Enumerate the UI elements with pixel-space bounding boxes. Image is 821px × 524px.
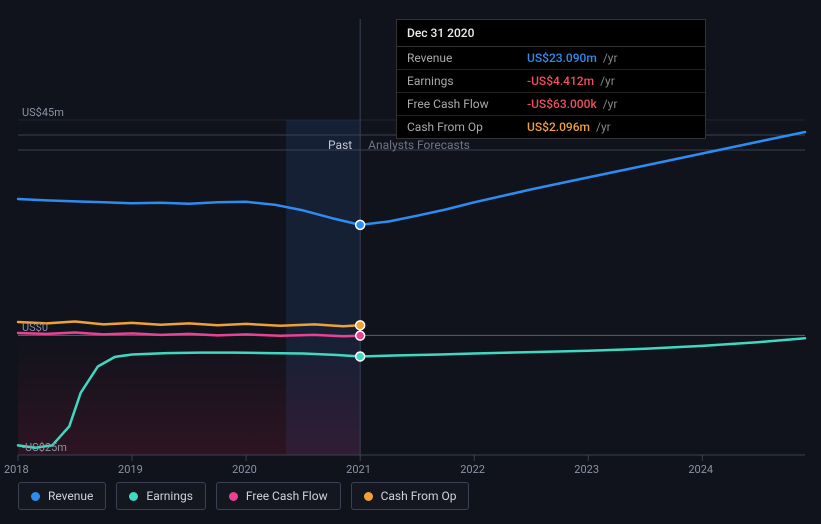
legend-item[interactable]: Free Cash Flow <box>216 482 341 510</box>
section-label-past: Past <box>328 138 352 152</box>
x-axis-label: 2018 <box>4 463 29 476</box>
legend-dot-icon <box>129 492 138 501</box>
chart-legend: Revenue Earnings Free Cash Flow Cash From O… <box>18 482 469 510</box>
legend-item-label: Cash From Op <box>381 489 457 503</box>
tooltip-row-unit: /yr <box>603 51 618 65</box>
legend-item-label: Free Cash Flow <box>246 489 328 503</box>
x-axis-label: 2019 <box>118 463 143 476</box>
legend-item-label: Earnings <box>146 489 193 503</box>
tooltip-row-unit: /yr <box>596 120 611 134</box>
tooltip-row: Earnings-US$4.412m/yr <box>397 70 705 93</box>
y-axis-label: US$45m <box>22 106 64 119</box>
legend-dot-icon <box>229 492 238 501</box>
legend-item-label: Revenue <box>48 489 93 503</box>
x-axis-label: 2022 <box>460 463 485 476</box>
legend-item[interactable]: Earnings <box>116 482 206 510</box>
chart-tooltip: Dec 31 2020 RevenueUS$23.090m/yrEarnings… <box>396 19 706 139</box>
tooltip-row-label: Earnings <box>407 74 527 88</box>
tooltip-row-unit: /yr <box>600 74 615 88</box>
financials-chart: US$45m US$0 -US$25m Past Analysts Foreca… <box>0 0 821 524</box>
x-axis-label: 2021 <box>346 463 371 476</box>
section-label-forecasts: Analysts Forecasts <box>368 138 470 152</box>
tooltip-row-label: Revenue <box>407 51 527 65</box>
x-axis-label: 2020 <box>232 463 257 476</box>
legend-item[interactable]: Revenue <box>18 482 106 510</box>
x-axis-label: 2024 <box>688 463 713 476</box>
tooltip-row: RevenueUS$23.090m/yr <box>397 47 705 70</box>
tooltip-row-value: -US$63.000k <box>527 97 597 111</box>
tooltip-row: Free Cash Flow-US$63.000k/yr <box>397 93 705 116</box>
legend-item[interactable]: Cash From Op <box>351 482 470 510</box>
tooltip-row-unit: /yr <box>603 97 618 111</box>
tooltip-row-value: -US$4.412m <box>527 74 594 88</box>
y-axis-label: US$0 <box>22 321 48 334</box>
legend-dot-icon <box>31 492 40 501</box>
tooltip-row-value: US$23.090m <box>527 51 597 65</box>
y-axis-label: -US$25m <box>22 441 67 454</box>
x-axis-label: 2023 <box>574 463 599 476</box>
tooltip-date: Dec 31 2020 <box>397 20 705 47</box>
tooltip-row: Cash From OpUS$2.096m/yr <box>397 116 705 138</box>
legend-dot-icon <box>364 492 373 501</box>
tooltip-row-label: Free Cash Flow <box>407 97 527 111</box>
tooltip-row-value: US$2.096m <box>527 120 590 134</box>
tooltip-row-label: Cash From Op <box>407 120 527 134</box>
